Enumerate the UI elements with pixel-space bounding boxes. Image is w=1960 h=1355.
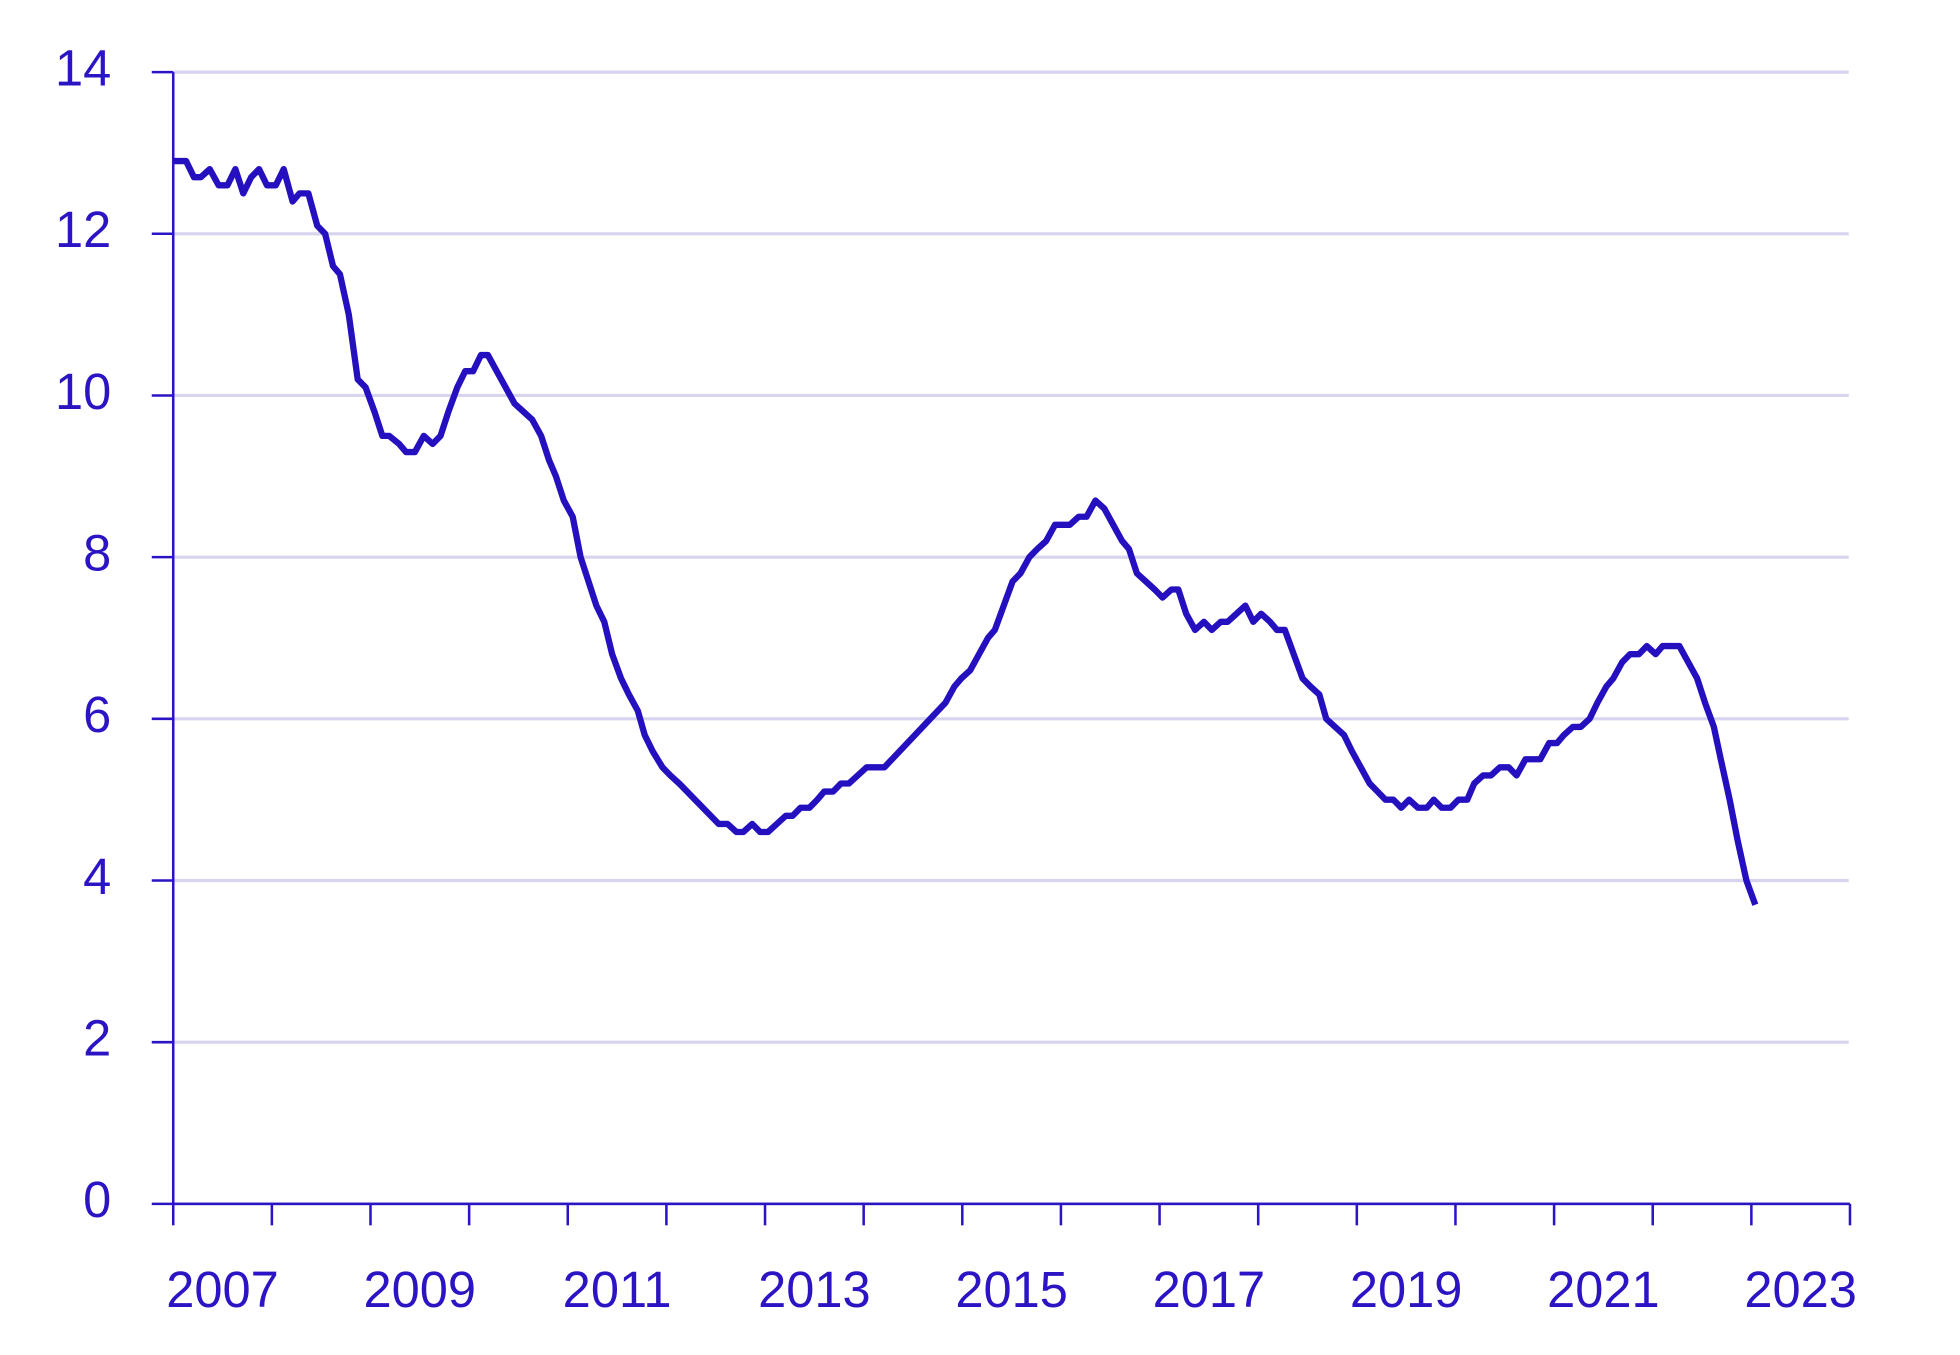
data-line xyxy=(173,157,1759,906)
x-tick-label: 2011 xyxy=(563,1261,672,1318)
x-tick-label: 2017 xyxy=(1153,1261,1266,1318)
y-tick-label: 2 xyxy=(83,1010,111,1067)
x-tick-label: 2021 xyxy=(1547,1261,1660,1318)
x-tick-label: 2015 xyxy=(955,1261,1068,1318)
x-tick-label: 2009 xyxy=(364,1261,477,1318)
y-tick-label: 10 xyxy=(55,363,111,420)
y-tick-label: 8 xyxy=(83,525,111,582)
x-tick-label: 2023 xyxy=(1744,1261,1857,1318)
y-tick-label: 12 xyxy=(55,201,111,258)
x-tick-label: 2013 xyxy=(758,1261,871,1318)
x-tick-label: 2019 xyxy=(1350,1261,1463,1318)
y-tick-label: 6 xyxy=(83,686,111,743)
y-tick-label: 4 xyxy=(83,848,111,905)
y-tick-label: 14 xyxy=(55,39,111,96)
y-tick-label: 0 xyxy=(83,1171,111,1228)
x-tick-label: 2007 xyxy=(166,1261,279,1318)
